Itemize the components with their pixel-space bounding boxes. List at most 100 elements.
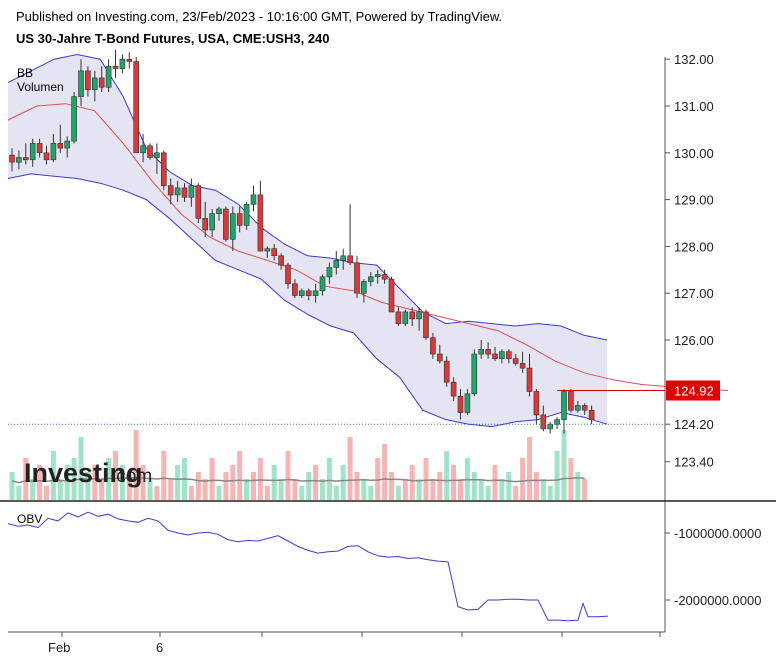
candle-body	[540, 414, 547, 430]
volume-bar	[458, 479, 463, 500]
candle	[533, 389, 540, 425]
candle	[333, 251, 340, 275]
candle-body	[285, 264, 291, 285]
time-tick-label: Feb	[48, 640, 70, 655]
volume-bar	[85, 472, 91, 500]
candle	[64, 136, 70, 158]
volume-bar	[57, 479, 63, 500]
volume-bar	[478, 479, 484, 500]
volume-bar	[161, 451, 167, 500]
candle-body	[443, 360, 450, 383]
price-tick-label: 127.00	[674, 286, 714, 301]
candle	[423, 309, 429, 340]
candle	[230, 206, 236, 252]
candle	[388, 276, 395, 313]
candle	[119, 54, 126, 74]
volume-bar	[168, 479, 174, 500]
candle	[78, 59, 84, 106]
candle	[292, 279, 298, 298]
chart-header: Published on Investing.com, 23/Feb/2023 …	[16, 8, 756, 48]
candle-body	[340, 255, 347, 261]
volume-bar	[147, 479, 153, 500]
candle	[526, 354, 533, 397]
volume-bar	[547, 486, 553, 500]
candle	[98, 66, 105, 92]
volume-bar	[223, 472, 229, 500]
candle-body	[16, 157, 22, 163]
candle	[499, 349, 505, 364]
candle	[9, 148, 15, 172]
candle	[140, 134, 146, 163]
candle-body	[202, 218, 208, 231]
price-tick-label: 123.40	[674, 455, 714, 470]
volume-bar	[264, 486, 270, 500]
price-tick-label: 132.00	[674, 52, 714, 67]
volume-bar	[30, 479, 36, 500]
candle	[561, 389, 567, 434]
candle-body	[333, 260, 340, 268]
candle	[278, 253, 284, 270]
volume-bar	[278, 479, 284, 500]
volume-bar	[119, 465, 125, 500]
candle	[505, 349, 512, 364]
candle	[305, 288, 312, 301]
volume-bar	[16, 486, 22, 500]
candle	[312, 283, 319, 303]
volume-bar	[354, 472, 360, 500]
candle	[71, 92, 77, 144]
volume-bar	[568, 458, 574, 500]
candle-body	[250, 194, 257, 205]
candle	[126, 52, 133, 69]
candle-body	[188, 185, 195, 198]
candle	[512, 354, 519, 366]
volume-bar	[237, 451, 243, 500]
candle-body	[119, 58, 126, 69]
candle	[243, 201, 250, 230]
candle-body	[568, 391, 574, 411]
candle	[395, 307, 402, 326]
indicator-obv: OBV	[17, 512, 42, 526]
candle-body	[312, 290, 319, 296]
candle-body	[519, 363, 526, 369]
candle-body	[471, 353, 478, 395]
candle	[361, 279, 367, 303]
volume-bar	[285, 451, 291, 500]
candle-body	[450, 381, 457, 397]
candle-body	[436, 353, 443, 362]
volume-bar	[471, 472, 477, 500]
axes: 132.00 131.00 130.00 129.00 128.00 127.00 126.…	[0, 52, 776, 655]
candle	[29, 138, 36, 167]
candle-body	[554, 419, 560, 425]
candle-body	[395, 311, 402, 324]
volume-bar	[347, 437, 353, 500]
candle-body	[236, 213, 243, 226]
candle-body	[216, 208, 222, 214]
candle	[416, 307, 422, 331]
volume-bar	[320, 479, 325, 500]
candle	[105, 59, 112, 92]
volume-bar	[50, 451, 56, 500]
volume-bar	[306, 472, 312, 500]
candle	[223, 206, 229, 242]
volume-bar	[540, 479, 546, 500]
watermark-brand: Investing	[24, 458, 143, 488]
price-tick-label: 126.00	[674, 333, 714, 348]
time-tick-label: 6	[156, 640, 163, 655]
volume-bar	[333, 486, 339, 500]
candle-body	[423, 311, 429, 338]
candle	[36, 138, 43, 158]
candle	[167, 178, 174, 205]
candle-body	[499, 351, 505, 360]
candle-body	[485, 349, 491, 355]
candle	[92, 70, 98, 102]
volume-bar	[513, 486, 519, 500]
volume-bar	[175, 465, 181, 500]
candle-body	[140, 145, 146, 154]
candle-body	[326, 267, 333, 278]
volume-bar	[533, 472, 539, 500]
price-tick-label: 128.00	[674, 239, 714, 254]
candle	[581, 403, 588, 415]
volume-bar	[209, 458, 215, 500]
volume-bar	[64, 465, 70, 500]
